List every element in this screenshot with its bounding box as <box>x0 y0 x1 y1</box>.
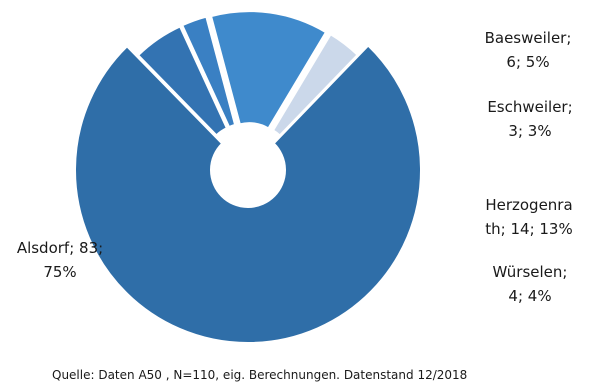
label-herzogenrath-line1: Herzogenra <box>485 196 573 214</box>
label-eschweiler-line1: Eschweiler; <box>487 98 573 116</box>
label-baesweiler-line2: 6; 5% <box>506 53 550 71</box>
slice-wrselen <box>271 32 359 137</box>
slice-herzogenrath <box>209 10 328 130</box>
label-wuerselen-line1: Würselen; <box>492 263 568 281</box>
source-note: Quelle: Daten A50 , N=110, eig. Berechnu… <box>52 368 468 382</box>
label-alsdorf-line2: 75% <box>43 263 77 281</box>
label-eschweiler-line2: 3; 3% <box>508 122 552 140</box>
label-alsdorf-line1: Alsdorf; 83; <box>16 239 104 257</box>
label-baesweiler: Baesweiler; 6; 5% <box>470 26 586 74</box>
label-eschweiler: Eschweiler; 3; 3% <box>474 95 586 143</box>
label-alsdorf: Alsdorf; 83; 75% <box>4 236 116 284</box>
slice-eschweiler <box>180 15 237 129</box>
label-herzogenrath-line2: th; 14; 13% <box>485 220 573 238</box>
label-herzogenrath: Herzogenra th; 14; 13% <box>472 193 586 241</box>
slice-baesweiler <box>136 25 229 137</box>
label-baesweiler-line1: Baesweiler; <box>484 29 572 47</box>
slice-alsdorf <box>74 44 422 344</box>
label-wuerselen: Würselen; 4; 4% <box>474 260 586 308</box>
label-wuerselen-line2: 4; 4% <box>508 287 552 305</box>
